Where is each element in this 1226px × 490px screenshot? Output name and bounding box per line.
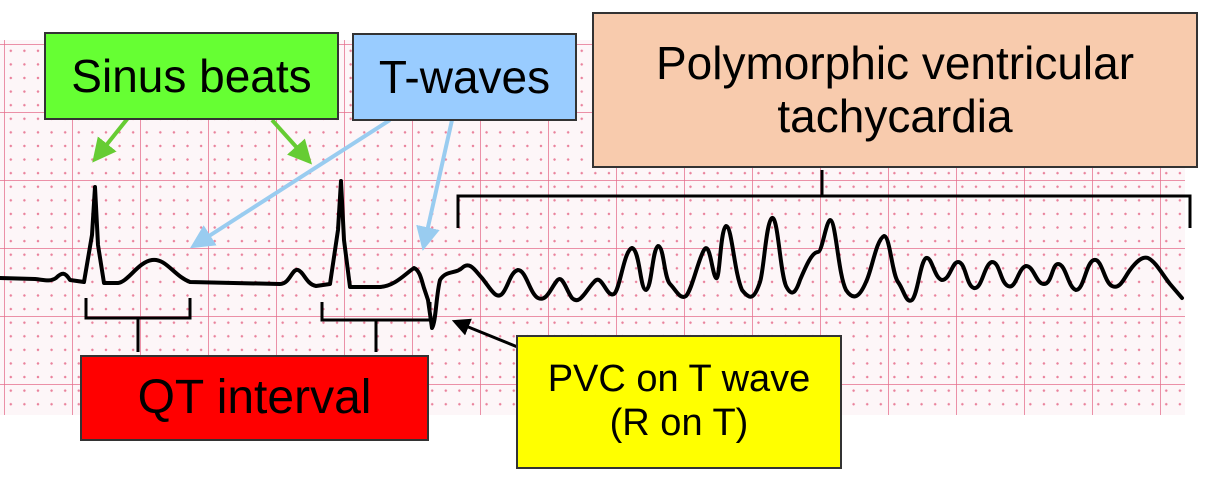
- ecg-trace: [0, 179, 1184, 330]
- sinus-arrow-1: [92, 116, 130, 163]
- sinus-arrow-2: [270, 118, 313, 165]
- pvc-on-t-label: PVC on T wave (R on T): [516, 335, 842, 469]
- pvc-arrow: [451, 318, 521, 350]
- polymorphic-vt-label: Polymorphic ventricular tachycardia: [592, 12, 1198, 168]
- qt-interval-label: QT interval: [80, 355, 429, 441]
- qt-bracket-2: [320, 302, 432, 352]
- t-waves-label: T-waves: [352, 33, 577, 121]
- t-wave-arrow-1: [189, 118, 392, 249]
- pvc-on-t-line1: PVC on T wave: [547, 358, 811, 401]
- vt-bracket: [456, 170, 1192, 228]
- t-wave-arrow-2: [416, 119, 454, 251]
- pvc-on-t-line2: (R on T): [609, 402, 749, 444]
- sinus-beats-label: Sinus beats: [44, 32, 339, 120]
- qt-bracket-1: [84, 298, 192, 352]
